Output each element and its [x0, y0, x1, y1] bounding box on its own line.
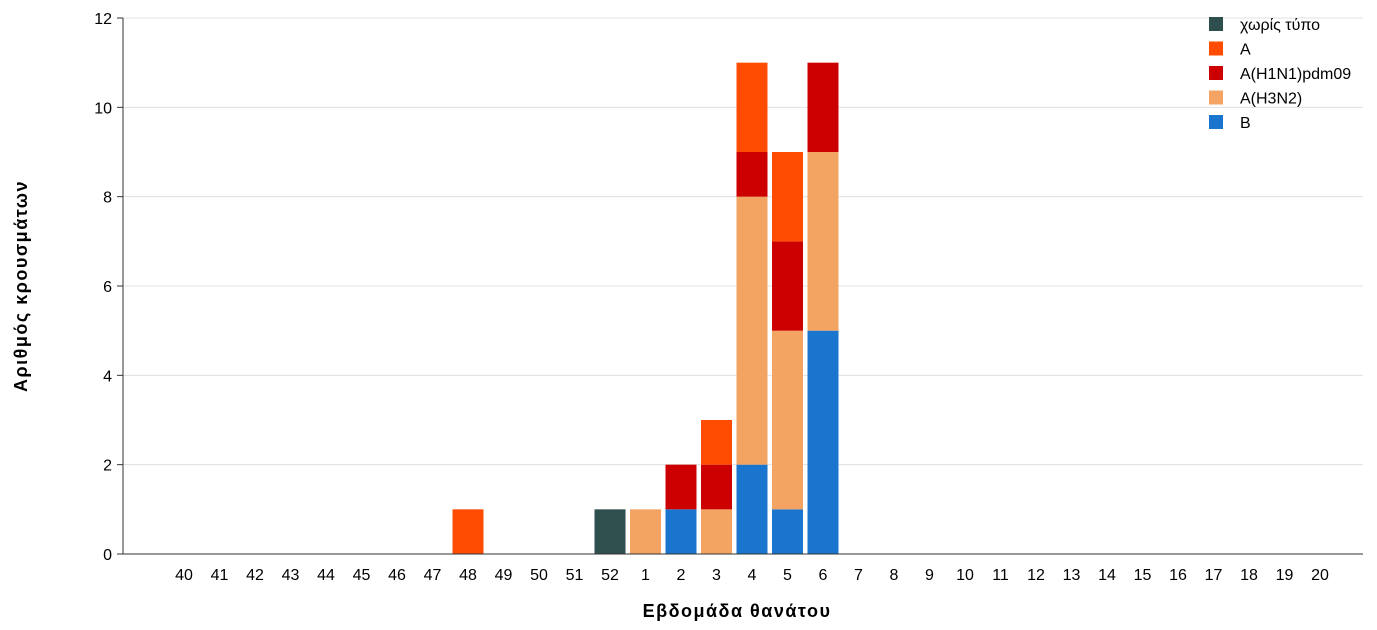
x-tick-label: 19	[1276, 567, 1294, 584]
x-tick-label: 16	[1169, 567, 1187, 584]
x-tick-label: 49	[495, 567, 513, 584]
x-tick-label: 10	[956, 567, 974, 584]
x-tick-label: 8	[890, 567, 899, 584]
x-tick-label: 48	[459, 567, 477, 584]
x-tick-label: 44	[317, 567, 335, 584]
bar-segment	[807, 62, 839, 152]
x-tick-label: 40	[175, 567, 193, 584]
x-tick-label: 3	[712, 567, 721, 584]
x-tick-label: 51	[566, 567, 584, 584]
x-tick-label: 14	[1098, 567, 1116, 584]
x-tick-label: 5	[783, 567, 792, 584]
bar-segment	[772, 330, 803, 510]
bar-segment	[772, 241, 803, 331]
x-tick-label: 17	[1205, 567, 1223, 584]
bar-segment	[772, 509, 803, 554]
legend-label: χωρίς τύπο	[1240, 17, 1320, 34]
bar-segment	[701, 464, 732, 510]
x-tick-label: 7	[854, 567, 863, 584]
bar-segment	[701, 509, 732, 554]
x-tick-label: 4	[748, 567, 757, 584]
legend-label: A(H1N1)pdm09	[1240, 66, 1351, 83]
bar-segment	[736, 464, 768, 554]
x-tick-label: 46	[388, 567, 406, 584]
x-tick-label: 42	[246, 567, 264, 584]
bar-segment	[807, 330, 839, 554]
legend-swatch	[1209, 90, 1223, 105]
legend-label: A(H3N2)	[1240, 91, 1302, 108]
y-tick-label: 6	[103, 279, 112, 296]
bar-segment	[630, 509, 661, 554]
x-tick-label: 41	[211, 567, 229, 584]
bar-segment	[736, 152, 768, 197]
x-tick-label: 15	[1134, 567, 1152, 584]
legend-swatch	[1209, 66, 1223, 80]
bar-segment	[807, 152, 839, 331]
legend-label: A	[1240, 42, 1251, 59]
x-tick-label: 43	[282, 567, 300, 584]
legend: χωρίς τύπο A A(H1N1)pdm09 A(H3N2) B	[1209, 17, 1351, 132]
legend-swatch	[1209, 115, 1223, 129]
x-tick-label: 50	[530, 567, 548, 584]
x-tick-label: 11	[992, 567, 1009, 584]
x-tick-label: 47	[424, 567, 442, 584]
y-tick-label: 0	[103, 547, 112, 564]
y-tick-label: 4	[103, 368, 112, 385]
x-tick-label: 2	[677, 567, 686, 584]
bar-segment	[665, 509, 697, 554]
y-tick-label: 2	[103, 458, 112, 475]
bar-segment	[772, 152, 803, 242]
y-tick-label: 8	[103, 190, 112, 207]
y-tick-label: 12	[94, 11, 112, 28]
bar-segment	[701, 420, 732, 465]
bar-segment	[736, 196, 768, 465]
x-axis-title: Εβδομάδα θανάτου	[643, 601, 832, 621]
x-tick-label: 6	[819, 567, 828, 584]
x-tick-label: 18	[1240, 567, 1258, 584]
x-tick-label: 20	[1311, 567, 1329, 584]
x-tick-label: 52	[601, 567, 619, 584]
x-tick-label: 45	[353, 567, 371, 584]
x-tick-label: 12	[1027, 567, 1045, 584]
x-tick-label: 13	[1063, 567, 1081, 584]
bar-segment	[594, 509, 626, 554]
y-tick-label: 10	[94, 100, 112, 117]
x-tick-label: 1	[641, 567, 650, 584]
bars	[452, 62, 839, 554]
x-tick-label: 9	[925, 567, 934, 584]
bar-segment	[452, 509, 484, 554]
y-axis-title: Αριθμός κρουσμάτων	[11, 180, 31, 392]
bar-segment	[736, 62, 768, 152]
legend-swatch	[1209, 17, 1223, 31]
legend-swatch	[1209, 41, 1223, 56]
bar-segment	[665, 464, 697, 510]
legend-label: B	[1240, 115, 1251, 132]
